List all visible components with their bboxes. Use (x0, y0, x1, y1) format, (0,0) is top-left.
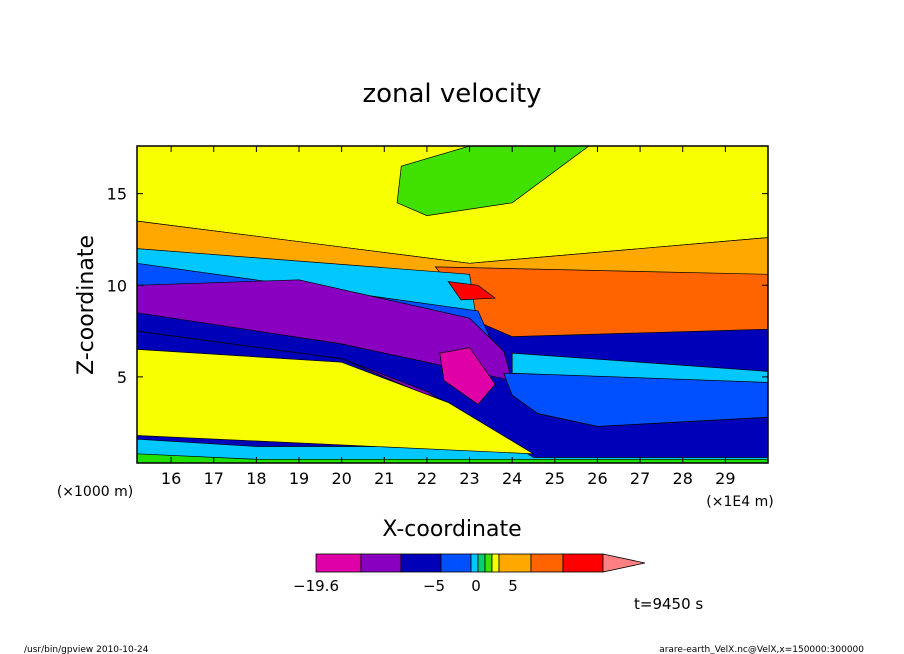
x-tick-label: 16 (161, 469, 181, 488)
x-tick-label: 24 (502, 469, 522, 488)
y-tick-label: 5 (117, 368, 127, 387)
colorbar-segment (498, 553, 532, 573)
x-tick-label: 26 (587, 469, 607, 488)
y-axis-label: Z-coordinate (74, 235, 99, 375)
plot-frame (136, 145, 769, 464)
x-unit-label: (×1E4 m) (706, 494, 773, 510)
colorbar (315, 553, 646, 573)
x-tick-label: 21 (374, 469, 394, 488)
x-tick-label: 27 (630, 469, 650, 488)
contour-band-lower-yellow (137, 349, 534, 455)
y-tick-label: 15 (107, 185, 127, 204)
x-tick-label: 19 (289, 469, 309, 488)
x-tick-label: 23 (459, 469, 479, 488)
y-tick-label: 10 (107, 276, 127, 295)
footer-left: /usr/bin/gpview 2010-10-24 (24, 645, 149, 654)
contour-band-mid-blue (503, 372, 768, 427)
y-unit-label: (×1000 m) (57, 484, 133, 500)
contour-band-mid-cyan (511, 352, 768, 383)
colorbar-segment (470, 553, 479, 573)
colorbar-segment (477, 553, 486, 573)
x-axis-ticks: 16 17 18 19 20 21 22 23 24 25 26 27 28 29 (161, 146, 736, 488)
time-label: t=9450 s (634, 595, 703, 613)
contour-band-upper-red (447, 281, 497, 301)
x-tick-label: 28 (673, 469, 693, 488)
colorbar-labels: −19.6 −5 0 5 (293, 577, 518, 595)
colorbar-segment (484, 553, 493, 573)
x-axis-label: X-coordinate (382, 517, 521, 542)
chart-title: zonal velocity (362, 79, 541, 109)
footer-right: arare-earth_VelX.nc@VelX,x=150000:300000 (659, 645, 864, 654)
colorbar-segment (440, 553, 472, 573)
x-tick-label: 18 (246, 469, 266, 488)
x-tick-label: 20 (331, 469, 351, 488)
x-tick-label: 25 (545, 469, 565, 488)
x-tick-label: 17 (204, 469, 224, 488)
contour-band-strongest-magenta (439, 347, 496, 405)
colorbar-label: −19.6 (293, 577, 339, 595)
colorbar-segment (530, 553, 564, 573)
colorbar-segment (491, 553, 500, 573)
colorbar-label: −5 (423, 577, 445, 595)
y-axis-ticks: 5 10 15 (107, 185, 768, 387)
x-tick-label: 22 (417, 469, 437, 488)
colorbar-label: 5 (508, 577, 518, 595)
colorbar-segment (562, 553, 604, 573)
contour-band-green-patch-top (396, 146, 590, 216)
colorbar-label: 0 (471, 577, 481, 595)
colorbar-segment (360, 553, 402, 573)
x-tick-label: 29 (715, 469, 735, 488)
colorbar-extension-arrow (602, 553, 646, 573)
contour-fill (137, 146, 768, 463)
colorbar-segment (315, 553, 362, 573)
colorbar-segment (400, 553, 442, 573)
